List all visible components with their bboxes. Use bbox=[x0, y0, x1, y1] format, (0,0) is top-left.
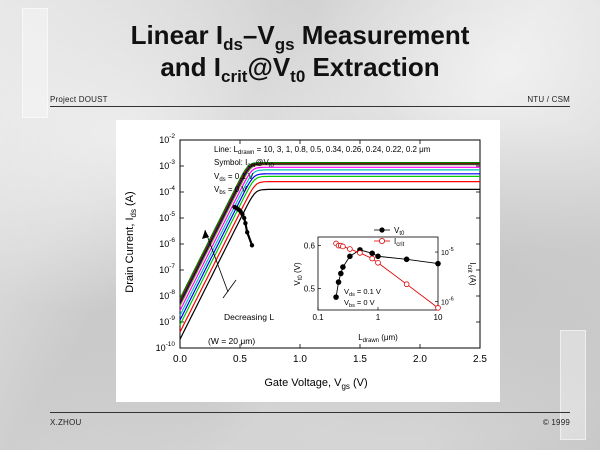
inset-point-Icrit bbox=[347, 246, 353, 252]
y-tick-label: 10-7 bbox=[159, 263, 175, 275]
inset-y-right-tick-label: 10-5 bbox=[441, 247, 454, 257]
x-tick-label: 1.0 bbox=[293, 354, 307, 365]
inset-line-Vt0 bbox=[335, 249, 439, 298]
footer-divider bbox=[50, 412, 570, 413]
x-tick-label: 2.5 bbox=[473, 354, 487, 365]
y-tick-label: 10-6 bbox=[159, 237, 175, 249]
legend-line-lengths: Line: Ldrawn = 10, 3, 1, 0.8, 0.5, 0.34,… bbox=[214, 145, 431, 156]
footer-right-label: © 1999 bbox=[542, 418, 570, 427]
main-x-ticks: 0.0 0.5 1.0 1.5 2.0 2.5 bbox=[173, 140, 487, 365]
annotation-width: (W = 20 μm) bbox=[208, 336, 255, 346]
inset-point-Vt0 bbox=[375, 253, 381, 260]
annotation-decreasing-l: Decreasing L bbox=[224, 312, 274, 322]
decorative-bar-left bbox=[22, 8, 48, 118]
slide-title-line-1: Linear Ids–Vgs Measurement bbox=[130, 20, 470, 55]
inset-point-Icrit bbox=[357, 250, 363, 256]
crit-point-L-1 bbox=[243, 221, 248, 226]
main-y-axis-label: Drain Current, Ids (A) bbox=[124, 191, 138, 292]
curve-L-0.8 bbox=[179, 173, 480, 321]
inset-y-tick-label: 0.5 bbox=[304, 285, 316, 294]
x-tick-label: 0.5 bbox=[233, 354, 247, 365]
inset-point-Vt0 bbox=[333, 294, 339, 300]
inset-ticks: 0.1 1 10 0.6 0.5 10-5 10-6 bbox=[304, 242, 454, 322]
x-tick-label: 0.0 bbox=[173, 354, 187, 365]
curve-L-0.34 bbox=[179, 166, 480, 311]
inset-legend-vt0-marker bbox=[379, 227, 385, 233]
footer-left-label: X.ZHOU bbox=[50, 418, 82, 427]
x-tick-label: 2.0 bbox=[413, 354, 427, 365]
crit-point-L-10 bbox=[249, 243, 255, 248]
curve-L-3 bbox=[179, 181, 480, 333]
inset-series bbox=[333, 240, 441, 311]
decreasing-arrow bbox=[204, 229, 229, 293]
curve-L-0.26 bbox=[179, 164, 480, 307]
slide-title-line-2: and Icrit@Vt0 Extraction bbox=[160, 52, 440, 87]
curve-L-0.2 bbox=[179, 162, 480, 299]
inset-point-Vt0 bbox=[340, 264, 346, 270]
y-tick-label: 10-5 bbox=[159, 211, 175, 223]
main-x-axis-label: Gate Voltage, Vgs (V) bbox=[264, 377, 367, 391]
decorative-bar-right bbox=[560, 330, 586, 440]
inset-legend-icrit-marker bbox=[378, 238, 385, 245]
header-right-label: NTU / CSM bbox=[527, 95, 570, 104]
inset-y-axis-right-label: Icrit (A) bbox=[466, 262, 477, 285]
inset-point-Vt0 bbox=[338, 270, 344, 277]
header-left-label: Project DOUST bbox=[50, 95, 108, 104]
y-tick-label: 10-9 bbox=[159, 315, 175, 327]
inset-point-Vt0 bbox=[403, 256, 410, 263]
inset-point-Vt0 bbox=[369, 250, 375, 257]
inset-x-tick-label: 1 bbox=[376, 313, 381, 322]
inset-point-Vt0 bbox=[347, 253, 353, 260]
inset-x-axis-label: Ldrawn (μm) bbox=[358, 333, 398, 344]
crit-point-L-0.2 bbox=[232, 204, 237, 210]
legend-vbs: Vbs = 0 V bbox=[214, 185, 247, 196]
inset-point-Icrit bbox=[369, 255, 375, 262]
chart-panel: 10-2 10-3 10-4 10-5 10-6 10-7 10-8 10-9 10-10 0.… bbox=[116, 120, 500, 402]
inset-y-axis-left-label: Vt0 (V) bbox=[293, 262, 304, 286]
decreasing-pointer bbox=[222, 279, 237, 299]
inset-y-tick-label: 0.6 bbox=[304, 242, 316, 251]
inset-annotation-vbs: Vbs = 0 V bbox=[344, 298, 375, 309]
legend-vds: Vds = 0.1 V bbox=[214, 172, 254, 183]
y-tick-label: 10-4 bbox=[159, 185, 175, 197]
curve-L-0.22 bbox=[179, 162, 480, 302]
inset-point-Vt0 bbox=[335, 279, 342, 285]
decreasing-arrow-head bbox=[202, 230, 209, 239]
inset-x-tick-label: 10 bbox=[434, 313, 443, 322]
curve-L-1 bbox=[179, 175, 480, 326]
inset-point-Icrit bbox=[435, 305, 441, 311]
legend-symbol: Symbol: Icrit@Vt0 bbox=[214, 158, 274, 169]
x-tick-label: 1.5 bbox=[353, 354, 367, 365]
inset-point-Icrit bbox=[403, 281, 410, 288]
inset-point-Icrit bbox=[375, 259, 381, 266]
curve-L-0.5 bbox=[179, 169, 480, 316]
crit-point-L-3 bbox=[245, 230, 250, 235]
header-divider bbox=[50, 106, 570, 107]
y-tick-label: 10-8 bbox=[159, 289, 175, 301]
inset-y-right-tick-label: 10-6 bbox=[441, 296, 454, 306]
main-y-ticks: 10-2 10-3 10-4 10-5 10-6 10-7 10-8 10-9 10-10 bbox=[156, 133, 480, 353]
inset-x-tick-label: 0.1 bbox=[312, 313, 324, 322]
inset-annotation-vds: Vds = 0.1 V bbox=[344, 287, 381, 298]
y-tick-label: 10-3 bbox=[159, 159, 175, 171]
curve-L-10 bbox=[179, 188, 480, 340]
y-tick-label: 10-2 bbox=[159, 133, 175, 145]
main-crit-markers bbox=[232, 204, 255, 248]
inset-point-Icrit bbox=[340, 243, 346, 250]
inset-legend-icrit: Icrit bbox=[394, 237, 405, 248]
inset-legend-vt0: Vt0 bbox=[394, 226, 405, 237]
crit-point-L-0.8 bbox=[242, 215, 247, 221]
main-curves bbox=[179, 162, 480, 340]
inset-point-Vt0 bbox=[435, 260, 441, 267]
main-chart: 10-2 10-3 10-4 10-5 10-6 10-7 10-8 10-9 10-10 0.… bbox=[124, 133, 487, 391]
y-tick-label: 10-10 bbox=[156, 341, 176, 353]
